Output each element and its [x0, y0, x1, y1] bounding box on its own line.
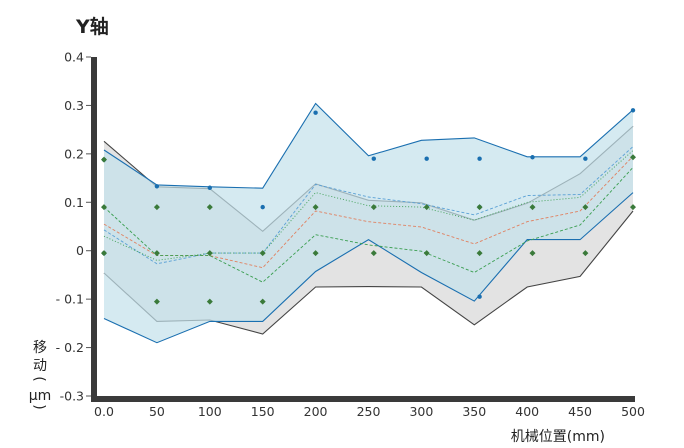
data-point-0-13	[477, 294, 482, 299]
data-point-1-9	[259, 250, 266, 257]
y-axis-label-char: 动	[33, 358, 47, 374]
y-axis-label-char: )	[31, 404, 47, 409]
y-tick-label: 0.1	[64, 195, 84, 210]
data-point-1-16	[423, 250, 430, 257]
x-tick-label: 250	[357, 404, 381, 419]
y-tick-label: -0.3	[60, 389, 84, 404]
data-point-1-21	[582, 204, 589, 211]
x-tick-label: 150	[251, 404, 275, 419]
points-layer	[101, 108, 636, 305]
data-point-1-17	[476, 204, 483, 211]
band-lower-line-1	[103, 192, 634, 344]
y-axis-label-char: (	[31, 376, 47, 381]
data-point-1-19	[529, 204, 536, 211]
data-point-1-13	[370, 204, 377, 211]
y-axis-label-char: 移	[33, 340, 47, 356]
data-point-1-6	[206, 204, 213, 211]
data-point-0-2	[154, 184, 160, 189]
data-point-0-11	[630, 108, 636, 113]
x-axis-label: 机械位置(mm)	[511, 429, 605, 445]
data-point-1-4	[153, 250, 160, 257]
data-point-1-24	[630, 204, 636, 211]
x-tick-label: 50	[149, 404, 165, 419]
x-tick-label: 450	[568, 404, 592, 419]
y-tick-label: 0.2	[64, 146, 84, 161]
x-tick-label: 0.0	[94, 404, 114, 419]
data-point-1-20	[529, 250, 536, 257]
x-tick-label: 100	[198, 404, 222, 419]
data-point-1-3	[153, 204, 160, 211]
data-point-1-8	[206, 298, 213, 305]
y-axis-label: 移动 ( μm)	[29, 340, 52, 410]
data-point-1-23	[630, 154, 636, 161]
y-ticks: 0.4 0.3 0.2 0.1 0 - 0.1 - 0.2 -0.3	[56, 50, 91, 404]
y-tick-label: - 0.1	[56, 292, 84, 307]
band-fill-1	[104, 103, 633, 343]
y-axis-line	[91, 57, 97, 402]
data-point-0-6	[371, 156, 376, 161]
x-tick-label: 200	[304, 404, 328, 419]
data-point-1-14	[370, 250, 377, 257]
y-tick-label: - 0.2	[56, 340, 84, 355]
x-tick-label: 350	[462, 404, 486, 419]
y-tick-label: 0.4	[64, 50, 84, 65]
data-point-0-8	[477, 156, 482, 161]
x-tick-label: 500	[621, 404, 645, 419]
bands-layer	[103, 102, 634, 344]
data-point-0-3	[207, 185, 212, 190]
y-tick-label: 0.3	[64, 98, 84, 113]
data-point-1-2	[101, 250, 107, 257]
data-point-1-12	[312, 250, 319, 257]
data-point-1-5	[153, 298, 160, 305]
data-point-0-4	[260, 204, 265, 210]
axes-layer	[91, 57, 635, 402]
series-layer	[103, 146, 634, 283]
series-line-3	[103, 150, 634, 261]
x-ticks: 0.0 50 100 150 200 250 300 350 400 450 500	[94, 404, 645, 419]
data-point-1-1	[101, 204, 107, 211]
data-point-1-10	[259, 298, 266, 305]
chart-title: Y轴	[75, 15, 109, 38]
data-point-1-7	[206, 250, 213, 257]
x-axis-line	[91, 396, 635, 402]
x-tick-label: 400	[515, 404, 539, 419]
x-tick-label: 300	[409, 404, 433, 419]
data-point-1-15	[423, 204, 430, 211]
data-point-1-0	[101, 156, 107, 163]
data-point-0-5	[313, 110, 318, 115]
data-point-0-10	[583, 156, 588, 161]
series-line-0	[103, 146, 634, 265]
y-axis-label-char: μm	[29, 388, 52, 404]
data-point-0-7	[424, 156, 429, 161]
data-point-0-9	[530, 155, 535, 160]
data-point-1-18	[476, 250, 483, 257]
y-tick-label: 0	[76, 243, 84, 258]
data-point-1-22	[582, 250, 589, 257]
data-point-1-11	[312, 204, 319, 211]
band-upper-line-1	[103, 102, 634, 189]
